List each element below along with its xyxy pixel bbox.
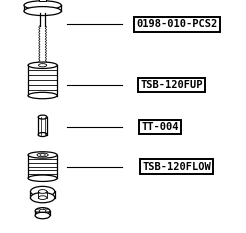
Ellipse shape [28,92,57,99]
Ellipse shape [31,192,55,203]
Ellipse shape [38,115,47,119]
Text: TSB-120FLOW: TSB-120FLOW [142,162,211,171]
Ellipse shape [28,175,57,182]
Ellipse shape [38,133,47,137]
Ellipse shape [24,7,61,16]
Ellipse shape [38,196,47,199]
Text: TSB-120FUP: TSB-120FUP [141,80,203,90]
Text: 0198-010-PCS2: 0198-010-PCS2 [136,20,217,29]
Bar [28,65,57,96]
Ellipse shape [38,190,47,193]
Text: TT-004: TT-004 [141,122,179,132]
Bar [28,155,57,178]
Ellipse shape [28,152,57,158]
Bar [39,0,46,1]
Ellipse shape [35,212,50,219]
Ellipse shape [28,62,57,69]
Ellipse shape [35,208,50,214]
Ellipse shape [31,186,55,197]
Ellipse shape [24,1,61,10]
